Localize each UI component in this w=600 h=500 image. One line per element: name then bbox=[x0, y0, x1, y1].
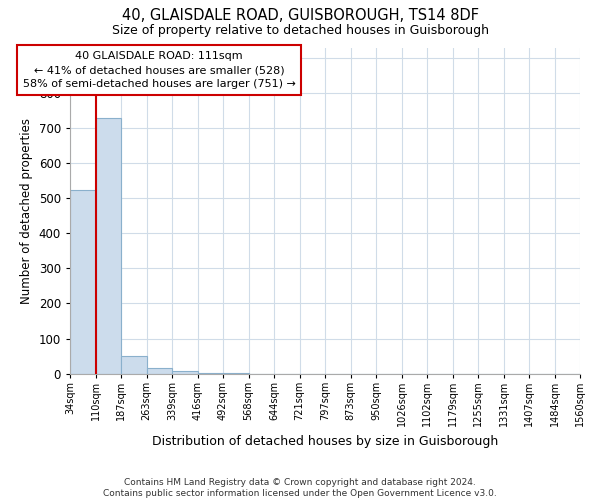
Bar bbox=[197, 372, 223, 374]
X-axis label: Distribution of detached houses by size in Guisborough: Distribution of detached houses by size … bbox=[152, 434, 498, 448]
Bar bbox=[146, 368, 172, 374]
Bar bbox=[70, 190, 95, 374]
Text: Size of property relative to detached houses in Guisborough: Size of property relative to detached ho… bbox=[112, 24, 488, 37]
Text: 40 GLAISDALE ROAD: 111sqm
← 41% of detached houses are smaller (528)
58% of semi: 40 GLAISDALE ROAD: 111sqm ← 41% of detac… bbox=[23, 51, 296, 89]
Bar bbox=[121, 356, 146, 374]
Y-axis label: Number of detached properties: Number of detached properties bbox=[20, 118, 33, 304]
Text: Contains HM Land Registry data © Crown copyright and database right 2024.
Contai: Contains HM Land Registry data © Crown c… bbox=[103, 478, 497, 498]
Text: 40, GLAISDALE ROAD, GUISBOROUGH, TS14 8DF: 40, GLAISDALE ROAD, GUISBOROUGH, TS14 8D… bbox=[121, 8, 479, 22]
Bar bbox=[95, 118, 121, 374]
Bar bbox=[172, 371, 197, 374]
